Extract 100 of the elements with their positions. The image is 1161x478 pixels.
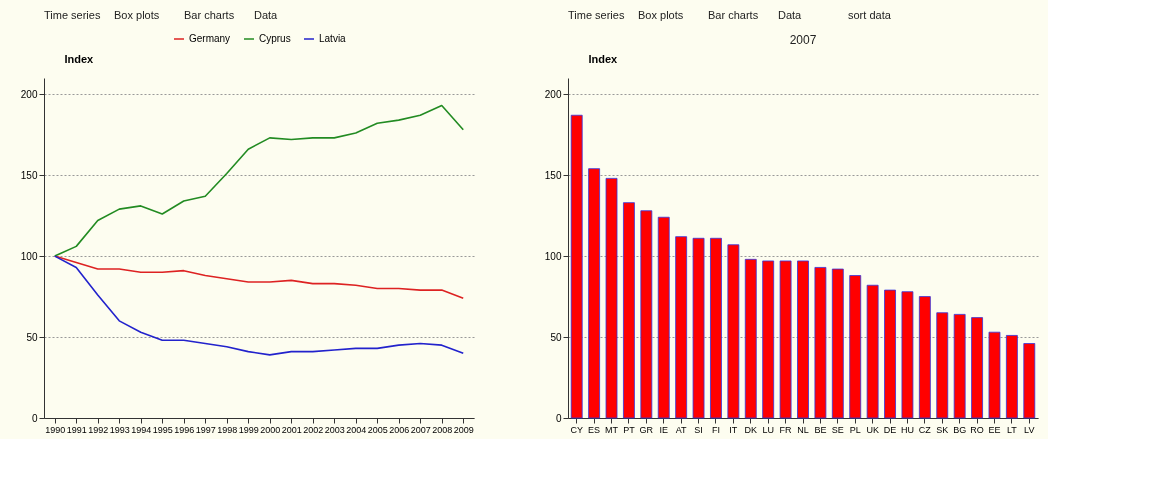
bar bbox=[605, 177, 618, 419]
y-tick-label: 200 bbox=[544, 88, 562, 100]
bar bbox=[936, 312, 949, 419]
x-tick-label: NL bbox=[797, 424, 809, 435]
x-tick-label: 2000 bbox=[260, 424, 281, 435]
x-tick-label: DK bbox=[744, 424, 758, 435]
x-tick-label: RO bbox=[970, 424, 984, 435]
text: Time series bbox=[568, 9, 625, 21]
x-tick-label: 2002 bbox=[303, 424, 324, 435]
legend-label: Latvia bbox=[319, 33, 347, 44]
bar bbox=[1023, 343, 1036, 419]
x-tick-label: LU bbox=[762, 424, 774, 435]
bar bbox=[988, 331, 1001, 419]
bar bbox=[901, 291, 914, 419]
x-tick-label: LT bbox=[1006, 424, 1018, 435]
bar bbox=[692, 237, 705, 419]
line-series bbox=[53, 104, 465, 257]
y-axis-title: Index bbox=[64, 52, 95, 65]
x-tick-label: 2009 bbox=[453, 424, 474, 435]
x-tick-label: 1995 bbox=[152, 424, 173, 435]
x-tick-label: FI bbox=[711, 424, 720, 435]
bar bbox=[1005, 335, 1018, 419]
x-tick-label: UK bbox=[866, 424, 879, 435]
x-tick-label: 2006 bbox=[389, 424, 410, 435]
chart-subtitle: 2007 bbox=[789, 33, 817, 47]
bar bbox=[762, 260, 775, 419]
bar bbox=[953, 313, 966, 419]
x-tick-label: 2007 bbox=[410, 424, 431, 435]
x-tick-label: CY bbox=[570, 424, 583, 435]
bar bbox=[849, 275, 862, 419]
x-tick-label: IT bbox=[729, 424, 738, 435]
x-tick-label: 1994 bbox=[131, 424, 152, 435]
x-tick-label: 2004 bbox=[346, 424, 367, 435]
legend-label: Germany bbox=[189, 33, 231, 44]
bar bbox=[710, 237, 722, 419]
y-tick-label: 50 bbox=[26, 331, 38, 343]
x-tick-label: CZ bbox=[918, 424, 932, 435]
x-tick-label: BE bbox=[814, 424, 827, 435]
bar bbox=[918, 296, 931, 419]
y-axis-title: Index bbox=[588, 52, 619, 65]
x-tick-label: IE bbox=[659, 424, 668, 435]
text: Bar charts bbox=[184, 9, 235, 21]
bar bbox=[866, 284, 879, 419]
x-tick-label: GR bbox=[639, 424, 654, 435]
bar bbox=[623, 202, 635, 419]
text: Time series bbox=[44, 9, 101, 21]
x-tick-label: FR bbox=[779, 424, 793, 435]
y-tick-label: 50 bbox=[550, 331, 562, 343]
x-tick-label: 2008 bbox=[432, 424, 453, 435]
x-tick-label: SK bbox=[936, 424, 949, 435]
line-series bbox=[53, 255, 465, 356]
x-tick-label: LV bbox=[1024, 424, 1035, 435]
x-tick-label: 1992 bbox=[88, 424, 109, 435]
text: Bar charts bbox=[708, 9, 759, 21]
x-tick-label: 2003 bbox=[324, 424, 345, 435]
bar bbox=[884, 289, 896, 419]
x-tick-label: DE bbox=[883, 424, 897, 435]
bar bbox=[797, 260, 809, 419]
x-tick-label: ES bbox=[588, 424, 601, 435]
y-tick-label: 0 bbox=[31, 412, 38, 424]
x-tick-label: 2005 bbox=[367, 424, 388, 435]
x-tick-label: EE bbox=[988, 424, 1001, 435]
x-tick-label: 1998 bbox=[217, 424, 238, 435]
y-tick-label: 100 bbox=[544, 250, 562, 262]
x-tick-label: 1990 bbox=[45, 424, 66, 435]
bar bbox=[657, 216, 670, 419]
bar bbox=[640, 210, 653, 419]
x-tick-label: 1999 bbox=[238, 424, 259, 435]
x-tick-label: 1993 bbox=[109, 424, 130, 435]
bar bbox=[744, 258, 757, 419]
x-tick-label: 1991 bbox=[66, 424, 87, 435]
text: Data bbox=[254, 9, 279, 21]
x-tick-label: PT bbox=[623, 424, 636, 435]
text: Box plots bbox=[114, 9, 160, 21]
x-tick-label: SE bbox=[831, 424, 844, 435]
text: sort data bbox=[848, 9, 892, 21]
x-tick-label: 1996 bbox=[174, 424, 195, 435]
x-tick-label: MT bbox=[605, 424, 619, 435]
bar bbox=[814, 267, 827, 419]
y-tick-label: 100 bbox=[20, 250, 38, 262]
legend-label: Cyprus bbox=[259, 33, 291, 44]
y-tick-label: 200 bbox=[20, 88, 38, 100]
x-tick-label: SI bbox=[694, 424, 703, 435]
bar bbox=[675, 236, 688, 419]
bar bbox=[588, 168, 601, 419]
x-tick-label: 1997 bbox=[195, 424, 216, 435]
x-tick-label: AT bbox=[675, 424, 688, 435]
x-tick-label: PL bbox=[849, 424, 861, 435]
bar bbox=[727, 244, 740, 419]
y-tick-label: 150 bbox=[544, 169, 562, 181]
x-tick-label: 2001 bbox=[281, 424, 302, 435]
y-tick-label: 0 bbox=[555, 412, 562, 424]
bar bbox=[570, 114, 583, 419]
text: Data bbox=[778, 9, 803, 21]
bar bbox=[831, 268, 844, 419]
x-tick-label: HU bbox=[900, 424, 914, 435]
bar bbox=[779, 260, 792, 419]
text: Box plots bbox=[638, 9, 684, 21]
y-tick-label: 150 bbox=[20, 169, 38, 181]
bar bbox=[971, 317, 983, 419]
